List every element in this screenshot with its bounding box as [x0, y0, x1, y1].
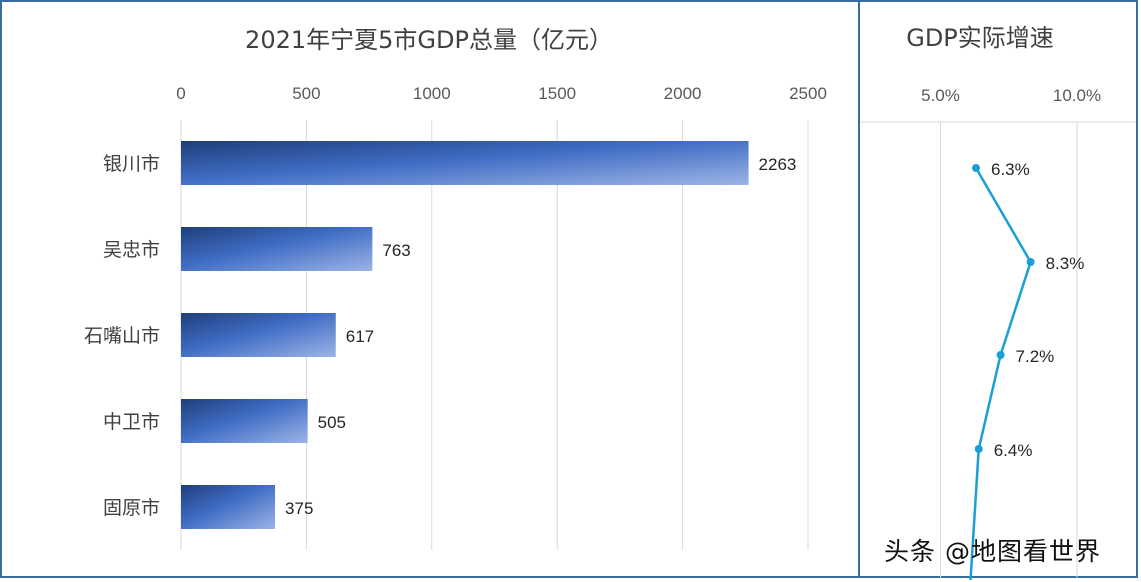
- bar: [181, 399, 308, 443]
- growth-point: [996, 351, 1005, 359]
- bar-data-label: 763: [382, 241, 410, 260]
- growth-data-label: 6.4%: [994, 441, 1033, 460]
- growth-data-label: 7.2%: [1016, 347, 1055, 366]
- growth-point: [971, 164, 980, 172]
- line-x-tick-label: 5.0%: [921, 86, 960, 105]
- bar-x-tick-label: 0: [176, 84, 185, 103]
- bar-x-tick-label: 2500: [789, 84, 827, 103]
- bar: [181, 141, 749, 185]
- watermark: 头条 @地图看世界: [884, 537, 1101, 566]
- bar-category-label: 中卫市: [103, 411, 160, 433]
- bar-x-tick-label: 1500: [538, 84, 576, 103]
- bar-data-label: 617: [346, 327, 374, 346]
- bar-chart: 0 500 1000 1500 2000 2500 银川市 2263 吴忠市 763 石嘴山市 617…: [84, 84, 827, 550]
- bar: [181, 485, 276, 529]
- growth-line: [969, 167, 1032, 581]
- bar-category-label: 石嘴山市: [84, 325, 160, 347]
- bar-data-label: 2263: [759, 155, 797, 174]
- bar-category-label: 固原市: [103, 497, 160, 519]
- bar-category-label: 银川市: [103, 153, 160, 175]
- growth-data-label: 6.3%: [991, 160, 1030, 179]
- growth-point: [974, 445, 983, 453]
- bar-x-tick-label: 1000: [413, 84, 451, 103]
- bar-x-tick-label: 500: [292, 84, 320, 103]
- growth-data-label: 8.3%: [1046, 254, 1085, 273]
- bar-chart-title: 2021年宁夏5市GDP总量（亿元）: [245, 26, 613, 54]
- bar: [181, 227, 373, 271]
- bar-category-label: 吴忠市: [103, 239, 160, 261]
- bar-data-label: 505: [318, 413, 346, 432]
- bar-data-label: 375: [285, 499, 313, 518]
- line-chart-title: GDP实际增速: [906, 24, 1054, 52]
- panel-divider: [858, 0, 860, 578]
- growth-point: [1026, 258, 1035, 266]
- bar-x-tick-label: 2000: [664, 84, 702, 103]
- line-chart: 5.0% 10.0% 6.3% 8.3% 7.2% 6.4%: [860, 86, 1136, 581]
- line-x-tick-label: 10.0%: [1053, 86, 1101, 105]
- bar: [181, 313, 336, 357]
